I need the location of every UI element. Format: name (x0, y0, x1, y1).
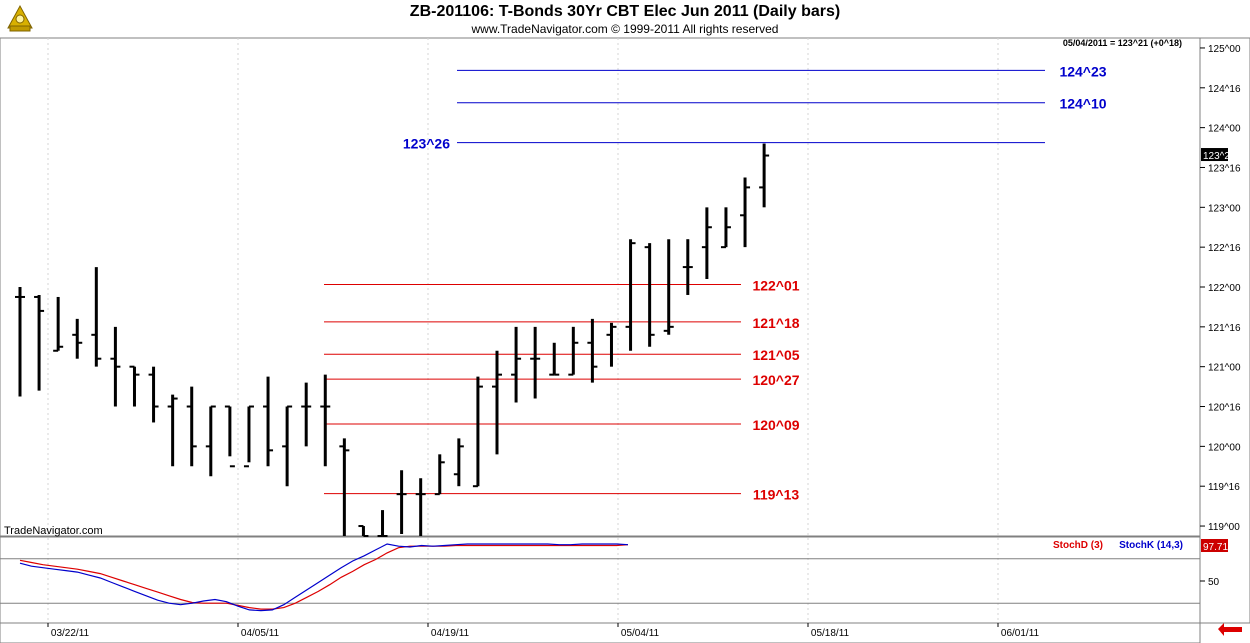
watermark: TradeNavigator.com (4, 525, 103, 537)
price-tick-label: 123^00 (1208, 203, 1241, 214)
price-tick-label: 119^00 (1208, 522, 1240, 533)
ohlc-bar (129, 365, 140, 407)
ohlc-bar (282, 405, 293, 487)
price-tick-label: 124^16 (1208, 84, 1241, 95)
ohlc-bar (415, 478, 426, 536)
price-tick-label: 123^16 (1208, 163, 1241, 174)
stoch-k-line (19, 543, 629, 612)
ohlc-bar (625, 239, 636, 351)
stoch-d-legend: StochD (3) (1053, 540, 1103, 551)
ohlc-bar (339, 438, 350, 536)
ohlc-bar (224, 405, 235, 468)
ohlc-bar (720, 207, 731, 249)
last-quote: 05/04/2011 = 123^21 (+0^18) (1063, 38, 1182, 48)
price-tick-label: 122^16 (1208, 243, 1241, 254)
date-tick-label: 04/19/11 (431, 628, 470, 639)
ohlc-bar (243, 405, 254, 468)
ohlc-bar (110, 326, 121, 407)
level-label: 122^01 (752, 278, 799, 294)
price-tick-label: 125^00 (1208, 44, 1241, 55)
ohlc-bar (682, 239, 693, 295)
level-label: 120^09 (752, 417, 799, 433)
ohlc-bar (472, 376, 483, 488)
ohlc-bar (759, 143, 770, 208)
last-price-label: 123^21 (1203, 151, 1236, 162)
ohlc-bar (396, 470, 407, 535)
ohlc-bar (72, 318, 83, 359)
ohlc-bar (511, 326, 522, 403)
ohlc-bar (205, 405, 216, 477)
price-panel (0, 37, 1201, 537)
date-axis-panel (0, 622, 1201, 643)
price-tick-label: 120^00 (1208, 442, 1241, 453)
ohlc-bar (644, 243, 655, 347)
ohlc-bar (377, 510, 388, 537)
ohlc-bar (492, 350, 502, 455)
last-price-flag (1201, 148, 1228, 162)
stoch-tick-label: 50 (1208, 577, 1220, 588)
price-axis-panel (1199, 37, 1250, 624)
level-label: 121^18 (752, 315, 799, 331)
date-tick-label: 04/05/11 (241, 628, 280, 639)
ohlc-bar (606, 322, 617, 367)
ohlc-bar (301, 382, 312, 447)
stoch-value-label: 97.71 (1203, 542, 1228, 553)
level-label: 124^23 (1059, 63, 1106, 79)
stoch-value-flag (1201, 539, 1228, 552)
price-tick-label: 120^16 (1208, 403, 1241, 414)
ohlc-bar (148, 366, 159, 423)
stoch-k-legend: StochK (14,3) (1119, 540, 1183, 551)
ohlc-bar (263, 376, 274, 467)
price-tick-label: 119^16 (1208, 482, 1240, 493)
ohlc-bar (167, 394, 178, 467)
ohlc-bar (53, 296, 64, 352)
price-tick-label: 122^00 (1208, 283, 1241, 294)
chart-title: ZB-201106: T-Bonds 30Yr CBT Elec Jun 201… (409, 3, 841, 20)
date-tick-label: 03/22/11 (51, 628, 90, 639)
ohlc-bar (91, 267, 102, 367)
chart-header: ZB-201106: T-Bonds 30Yr CBT Elec Jun 201… (0, 0, 1250, 38)
ohlc-bar (358, 525, 369, 537)
ohlc-bar (34, 294, 45, 391)
ohlc-bar (15, 287, 25, 397)
price-tick-label: 121^00 (1208, 363, 1241, 374)
ohlc-bar (530, 326, 541, 399)
level-label: 123^26 (403, 136, 450, 152)
ohlc-bar (186, 386, 197, 467)
ohlc-bar (434, 454, 445, 496)
date-tick-label: 05/18/11 (811, 628, 850, 639)
price-tick-label: 121^16 (1208, 323, 1241, 334)
scroll-left-arrow-icon[interactable] (1218, 623, 1242, 636)
ohlc-bar (453, 438, 464, 487)
trade-navigator-logo-icon[interactable] (4, 2, 36, 34)
ohlc-bar (568, 326, 579, 376)
chart-subtitle: www.TradeNavigator.com © 1999-2011 All r… (471, 22, 779, 36)
level-label: 124^10 (1059, 96, 1106, 112)
level-label: 121^05 (752, 347, 799, 363)
ohlc-bar (701, 207, 712, 280)
stoch-panel (0, 536, 1201, 624)
ohlc-bar (587, 318, 598, 383)
ohlc-bar (320, 374, 331, 467)
price-tick-label: 124^00 (1208, 124, 1241, 135)
date-tick-label: 06/01/11 (1001, 628, 1040, 639)
ohlc-bar (663, 239, 674, 335)
ohlc-bar (549, 342, 560, 376)
ohlc-bar (740, 177, 751, 248)
date-tick-label: 05/04/11 (621, 628, 660, 639)
level-label: 119^13 (753, 487, 800, 503)
level-label: 120^27 (752, 372, 799, 388)
stoch-d-line (19, 544, 629, 610)
